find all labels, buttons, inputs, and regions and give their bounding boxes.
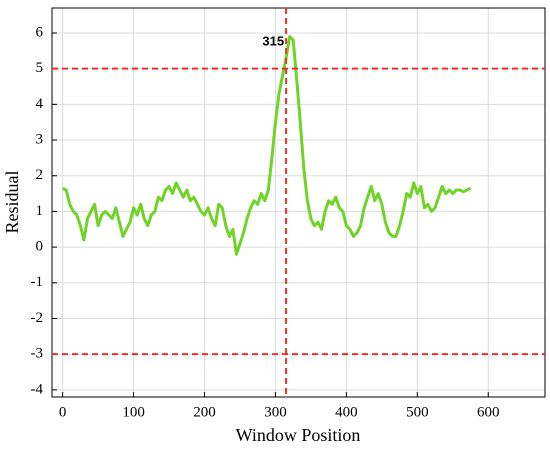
x-tick-label: 200 bbox=[193, 404, 216, 420]
x-tick-label: 100 bbox=[122, 404, 145, 420]
peak-label: 315 bbox=[262, 33, 284, 48]
y-tick-label: -3 bbox=[31, 346, 44, 362]
residual-line bbox=[61, 35, 472, 256]
y-tick-label: 0 bbox=[36, 239, 44, 255]
y-axis-label: Residual bbox=[2, 171, 22, 234]
x-tick-label: 0 bbox=[59, 404, 67, 420]
x-tick-label: 500 bbox=[406, 404, 429, 420]
y-tick-label: -4 bbox=[31, 381, 44, 397]
x-tick-label: 400 bbox=[335, 404, 358, 420]
y-tick-label: 3 bbox=[36, 131, 44, 147]
y-tick-label: -1 bbox=[31, 274, 44, 290]
y-tick-label: 6 bbox=[36, 24, 44, 40]
plot-frame bbox=[51, 7, 546, 398]
x-tick-label: 600 bbox=[477, 404, 500, 420]
y-tick-label: 1 bbox=[36, 203, 44, 219]
y-tick-label: 2 bbox=[36, 167, 44, 183]
y-tick-label: 5 bbox=[36, 60, 44, 76]
x-tick-label: 300 bbox=[264, 404, 287, 420]
y-tick-label: -2 bbox=[31, 310, 44, 326]
y-tick-label: 4 bbox=[36, 96, 44, 112]
x-axis-label: Window Position bbox=[236, 425, 361, 445]
